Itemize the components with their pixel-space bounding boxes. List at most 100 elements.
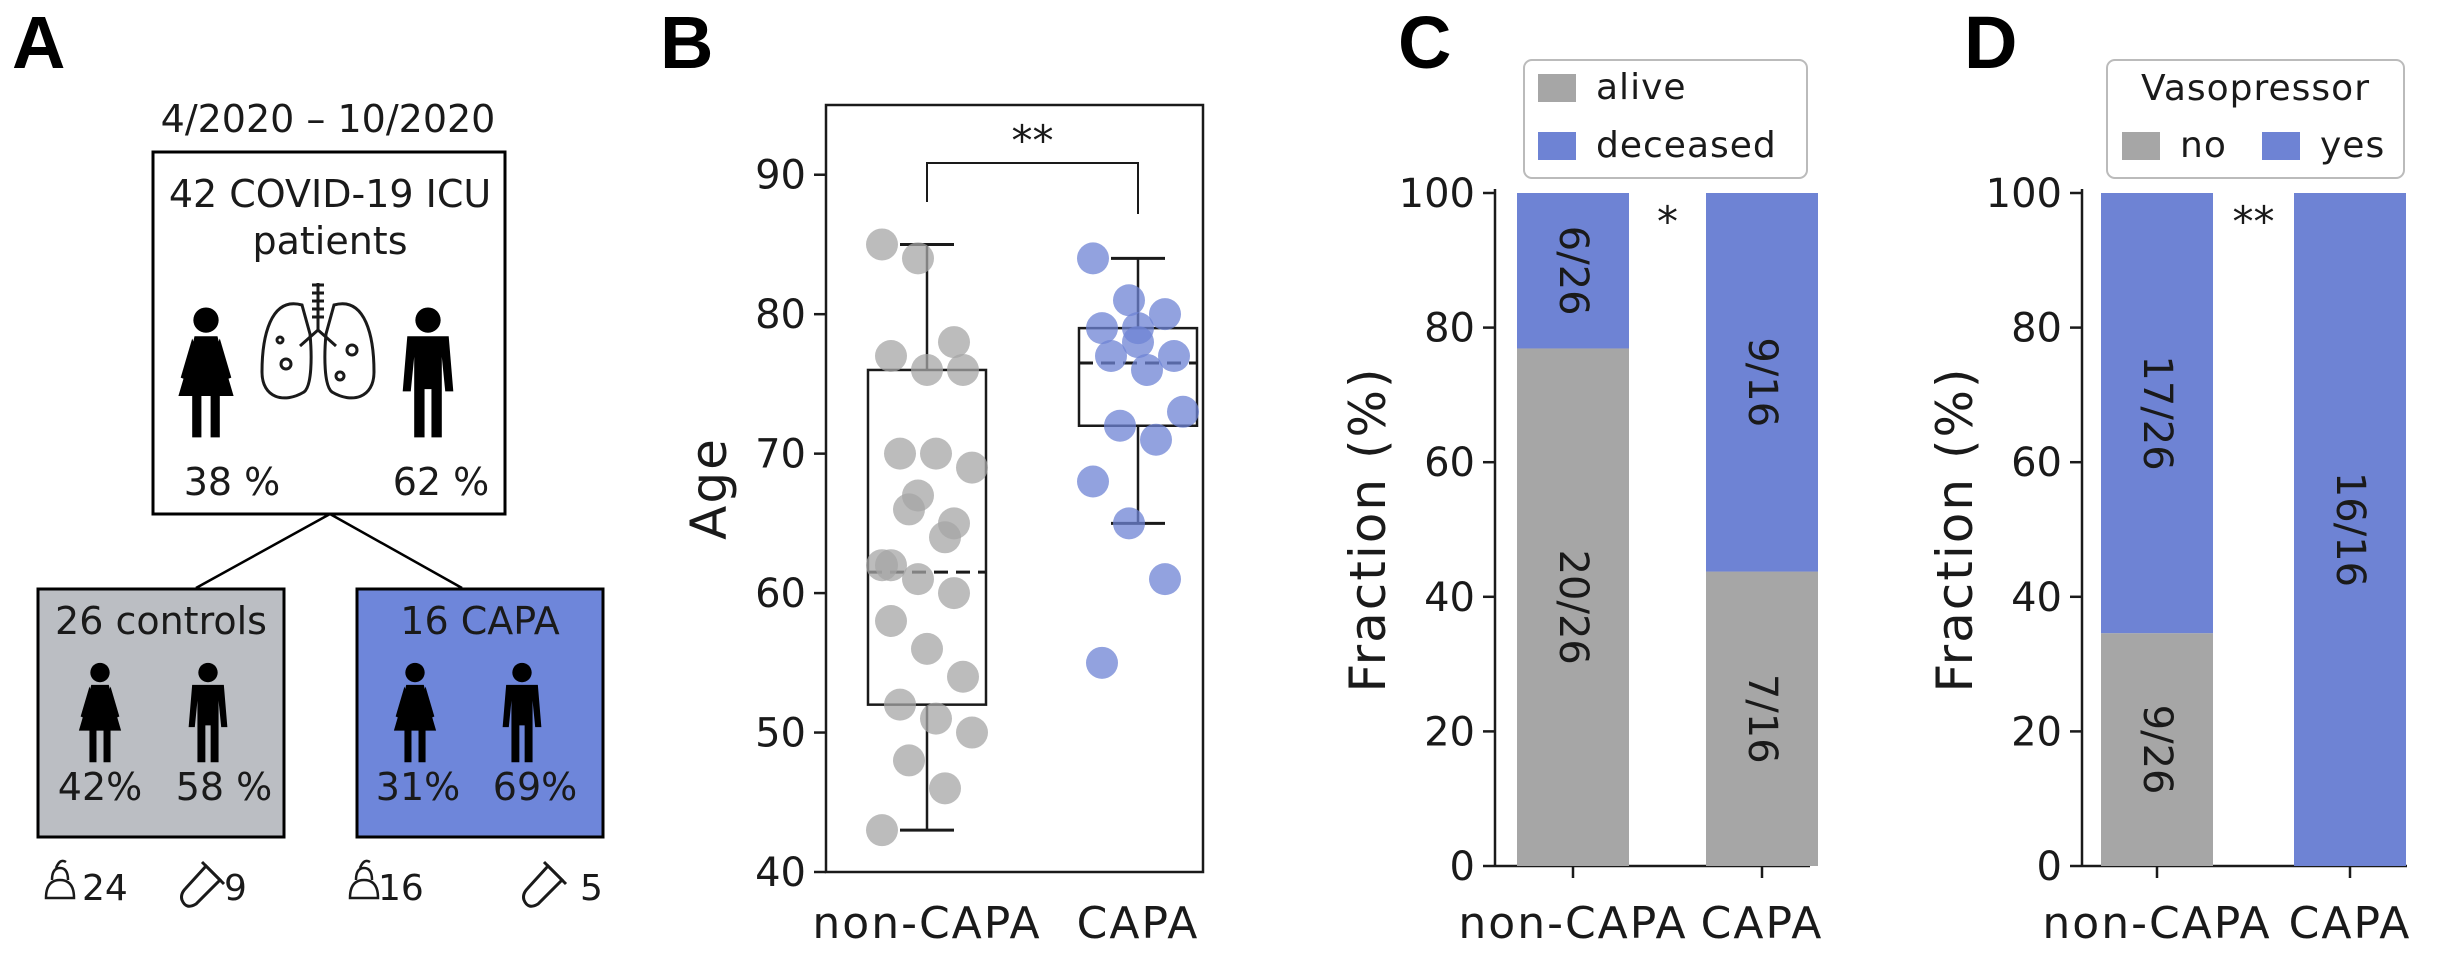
data-point <box>1095 340 1127 373</box>
y-tick-label: 80 <box>2011 306 2062 352</box>
cohort-title-line1: 42 COVID-19 ICU <box>169 172 491 216</box>
data-point <box>1104 409 1136 442</box>
significance-bracket <box>926 162 1139 214</box>
panel-d-vasopressor-bars: D 0 20 40 60 80 100 Fraction (%) 9/26 17/26 non-C… <box>1926 1 2412 949</box>
data-point <box>1077 242 1109 275</box>
connector-capa <box>329 512 463 590</box>
legend-swatch <box>2262 132 2300 160</box>
stacked-bar-segment <box>2101 633 2213 866</box>
legend-entry: no <box>2180 125 2227 166</box>
y-tick-label: 80 <box>755 292 806 338</box>
y-tick-label: 40 <box>755 850 806 896</box>
capa-tube-count: 5 <box>580 868 603 909</box>
data-point <box>875 604 907 637</box>
data-point <box>1149 298 1181 331</box>
study-period: 4/2020 – 10/2020 <box>161 97 496 141</box>
data-point <box>938 507 970 540</box>
data-point <box>902 242 934 275</box>
legend-swatch <box>1538 74 1576 102</box>
data-point <box>1113 284 1145 317</box>
x-category-label: CAPA <box>1701 898 1824 949</box>
data-point <box>1113 507 1145 540</box>
stacked-bar-segment <box>2294 193 2406 866</box>
data-point <box>911 632 943 665</box>
stacked-bar-segment <box>1706 193 1818 572</box>
y-tick-label: 40 <box>1424 575 1475 621</box>
capa-title: 16 CAPA <box>400 599 559 643</box>
legend-entry: yes <box>2320 125 2385 166</box>
y-tick-label: 100 <box>1986 171 2062 217</box>
bar-value-label: 20/26 <box>1550 550 1596 665</box>
controls-female-pct: 42% <box>58 765 142 809</box>
legend-box <box>1523 59 1808 179</box>
controls-male-pct: 58 % <box>176 765 273 809</box>
x-category-label: non-CAPA <box>812 898 1041 949</box>
stool-sample-icon <box>348 859 380 900</box>
data-point <box>1077 465 1109 498</box>
legend-title: Vasopressor <box>2141 68 2370 109</box>
stacked-bar-segment <box>1517 348 1629 866</box>
x-category-label: CAPA <box>1077 898 1200 949</box>
data-point <box>929 772 961 805</box>
data-point <box>911 353 943 386</box>
bar-value-label: 17/26 <box>2134 355 2180 470</box>
cohort-male-pct: 62 % <box>393 460 490 504</box>
panel-b-age-boxplot: B 40 50 60 70 80 90 Age non-CAPA CAPA ** <box>660 1 1205 949</box>
x-category-label: CAPA <box>2289 898 2412 949</box>
panel-a: A 4/2020 – 10/2020 42 COVID-19 ICU patie… <box>12 1 605 909</box>
y-tick-label: 60 <box>755 571 806 617</box>
data-point <box>938 326 970 359</box>
capa-stool-count: 16 <box>378 868 424 909</box>
data-point <box>884 437 916 470</box>
y-tick-label: 40 <box>2011 575 2062 621</box>
y-tick-label: 70 <box>755 432 806 478</box>
data-point <box>1140 423 1172 456</box>
x-category-label: non-CAPA <box>2042 898 2271 949</box>
data-point <box>1086 646 1118 679</box>
data-point <box>920 437 952 470</box>
y-tick-label: 50 <box>755 711 806 757</box>
controls-tube-count: 9 <box>224 868 247 909</box>
data-point <box>947 660 979 693</box>
data-point <box>884 688 916 721</box>
data-point <box>920 702 952 735</box>
significance-marker: ** <box>2233 197 2275 246</box>
y-tick-label: 100 <box>1399 171 1475 217</box>
y-tick-label: 90 <box>755 153 806 199</box>
y-axis-label: Age <box>680 437 738 540</box>
data-point <box>893 744 925 777</box>
y-tick-label: 0 <box>2037 844 2062 890</box>
legend-swatch <box>1538 132 1576 160</box>
data-point <box>938 577 970 610</box>
data-point <box>1131 353 1163 386</box>
stool-sample-icon <box>44 859 76 900</box>
svg-text:D: D <box>1964 1 2017 84</box>
data-point <box>875 549 907 582</box>
data-point <box>1158 340 1190 373</box>
data-point <box>1149 563 1181 596</box>
controls-box <box>36 587 286 839</box>
y-tick-label: 60 <box>2011 440 2062 486</box>
data-point <box>956 451 988 484</box>
bar-value-label: 16/16 <box>2327 472 2373 587</box>
y-tick-label: 80 <box>1424 306 1475 352</box>
cohort-title-line2: patients <box>252 219 407 263</box>
lungs-icon <box>260 283 376 400</box>
y-axis-label: Fraction (%) <box>1926 366 1984 692</box>
y-tick-label: 60 <box>1424 440 1475 486</box>
data-point <box>866 814 898 847</box>
data-point <box>956 716 988 749</box>
significance-marker: * <box>1657 197 1678 246</box>
y-tick-label: 20 <box>2011 709 2062 755</box>
bar-value-label: 9/16 <box>1739 337 1785 427</box>
bar-value-label: 7/16 <box>1739 674 1785 764</box>
data-point <box>947 353 979 386</box>
bar-value-label: 9/26 <box>2134 705 2180 795</box>
capa-male-pct: 69% <box>493 765 577 809</box>
tube-sample-icon <box>180 860 226 908</box>
legend-swatch <box>2122 132 2160 160</box>
cohort-female-pct: 38 % <box>184 460 281 504</box>
y-axis-label: Fraction (%) <box>1339 366 1397 692</box>
panel-letter-a: A <box>12 1 65 84</box>
